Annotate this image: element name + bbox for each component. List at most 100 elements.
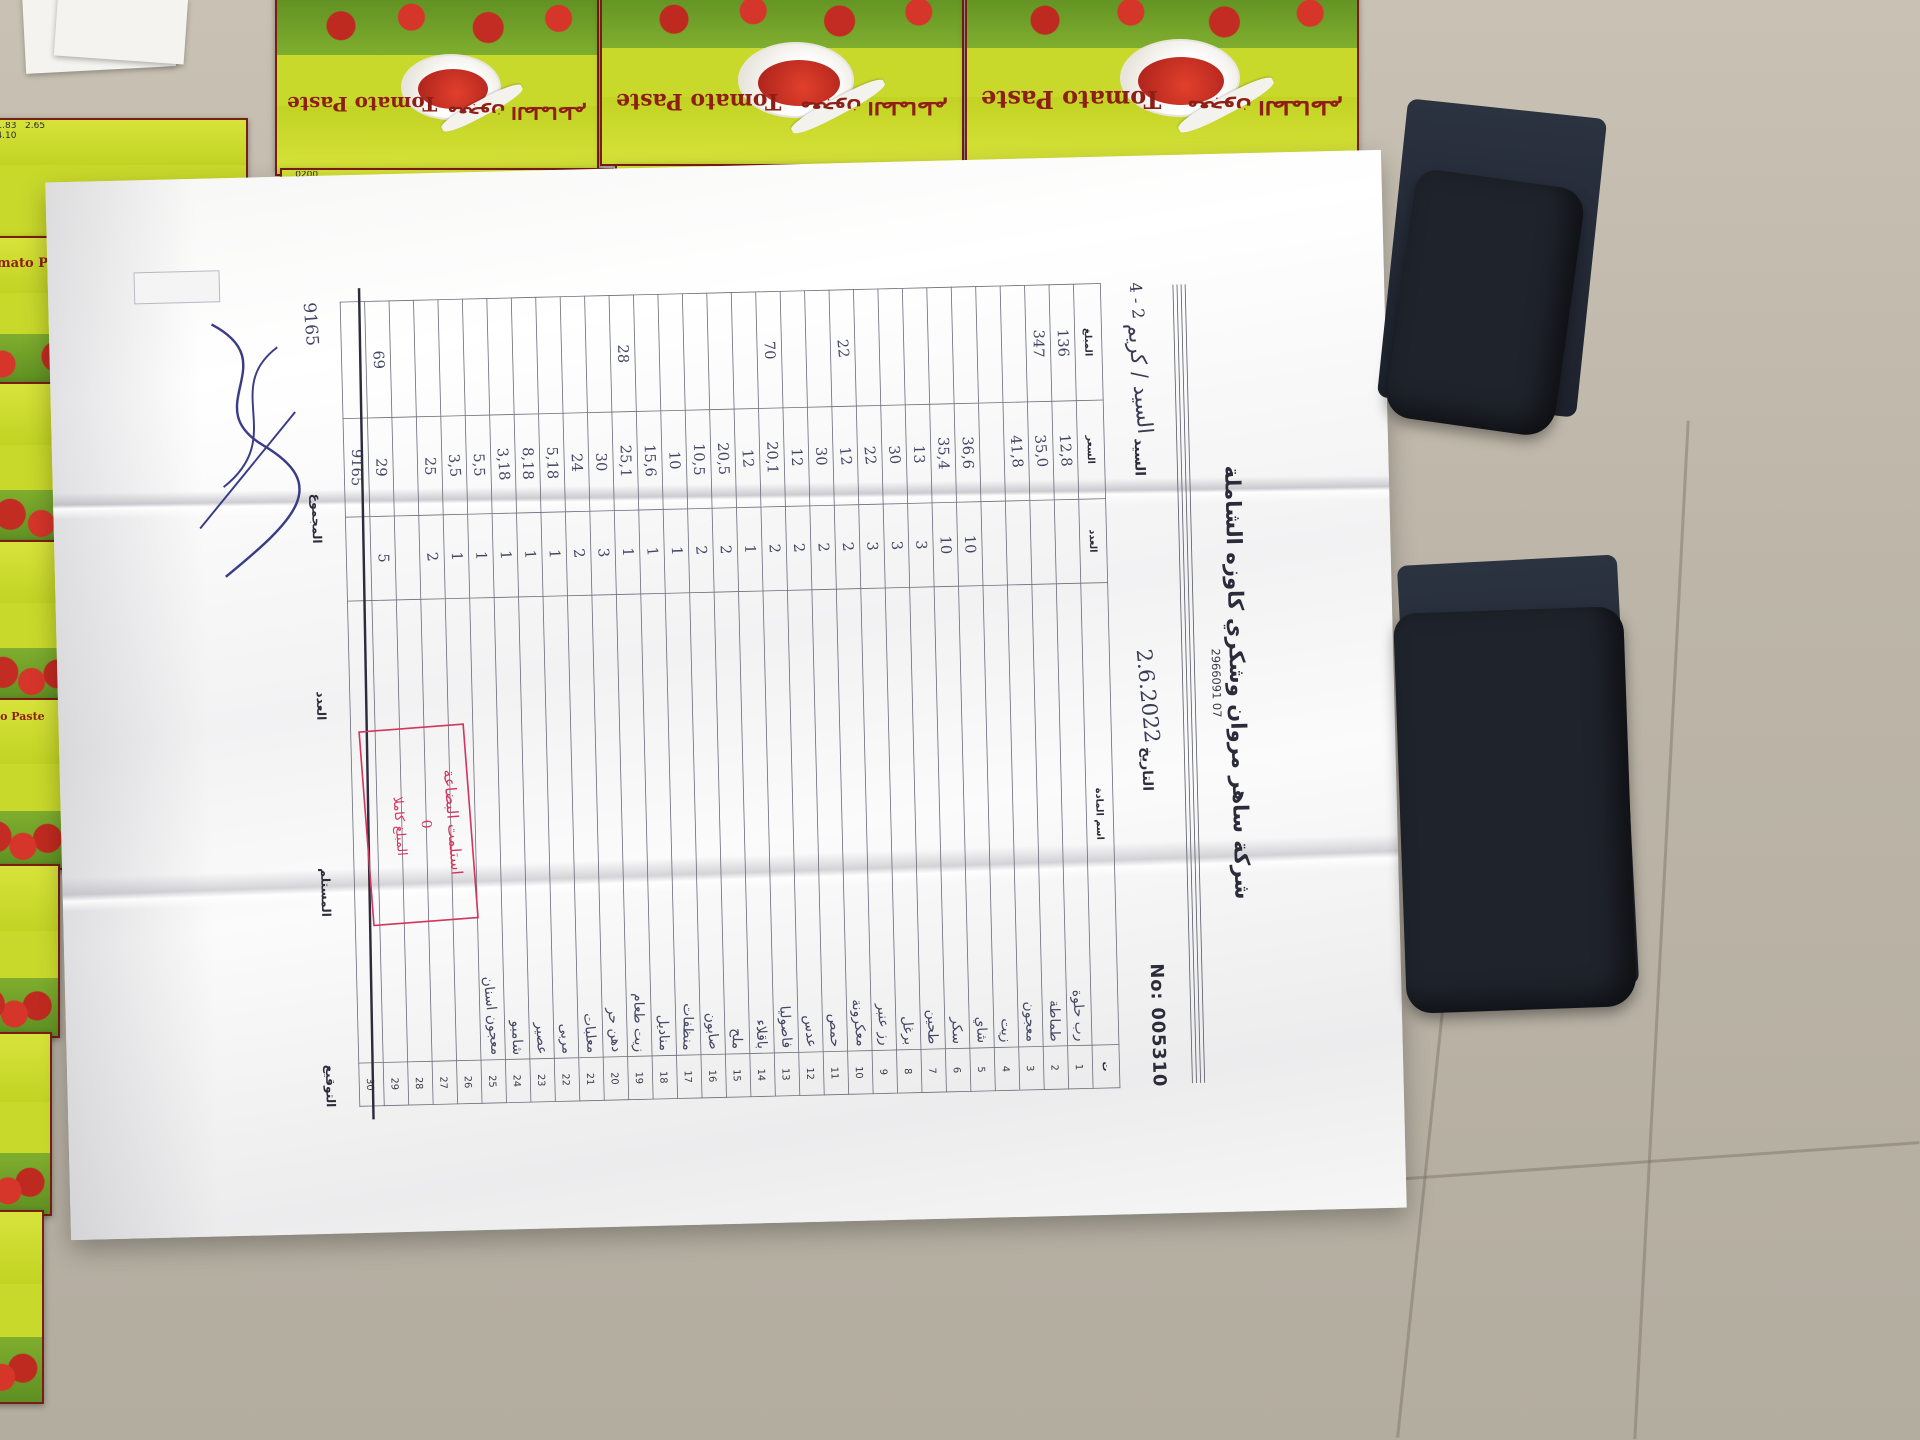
cell-total: [878, 288, 905, 405]
cell-quantity: 3: [859, 504, 885, 589]
tomato-paste-carton: [0, 1210, 44, 1404]
order-sheet-paper: شركة ساهر مروان وشكري كاوزه الشاملة 07 2…: [45, 150, 1406, 1240]
cell-row-number: 19: [628, 1056, 653, 1100]
cell-quantity: 2: [785, 506, 811, 591]
shoe-lower: [1393, 606, 1637, 1014]
header-rule-lines: [1169, 284, 1205, 1083]
cell-row-number: 27: [432, 1061, 457, 1105]
carton-brand-ar: معجون الطماطم: [1187, 96, 1343, 118]
cell-total: [927, 287, 954, 404]
cell-price: 36,6: [954, 403, 981, 502]
cell-quantity: [1054, 499, 1080, 584]
cell-total: [536, 297, 563, 414]
cell-row-number: 1: [1068, 1045, 1093, 1089]
cell-total: [951, 287, 978, 404]
cell-quantity: 2: [761, 506, 787, 591]
cell-total: [633, 294, 660, 411]
cell-quantity: 1: [614, 510, 640, 595]
col-header-qty: العدد: [1079, 499, 1108, 584]
document-meta-row: No: 005310 التاريخ 2.6.2022 السيد السيد …: [1125, 282, 1169, 1088]
cell-quantity: 1: [737, 507, 763, 592]
shoe-upper: [1383, 167, 1586, 438]
cell-quantity: 2: [688, 508, 714, 593]
cell-total: 70: [756, 291, 783, 408]
cell-row-number: 22: [554, 1058, 579, 1102]
cell-row-number: 9: [872, 1050, 897, 1094]
cell-total: [438, 299, 465, 416]
cell-total: 136: [1049, 284, 1076, 401]
invoice-number-block: No: 005310: [1146, 963, 1169, 1087]
cell-total: [1000, 285, 1027, 402]
cell-quantity: 2: [419, 515, 445, 600]
cell-total: [658, 294, 685, 411]
cell-price: 10,5: [685, 410, 712, 509]
cell-price: 30: [587, 412, 614, 511]
carton-brand-ar: معجون الطماطم: [448, 102, 587, 122]
date-block: التاريخ 2.6.2022: [1134, 648, 1162, 791]
stamp-line-2: 0: [410, 728, 441, 921]
cell-quantity: [1005, 500, 1031, 585]
cell-total: [780, 291, 807, 408]
carton-tomato-graphic: [0, 1337, 42, 1402]
cell-row-number: 12: [799, 1052, 824, 1096]
date-label: التاريخ: [1138, 747, 1155, 791]
paper-scrap: [54, 0, 188, 64]
cell-total: [682, 293, 709, 410]
customer-value: السيد / كريم: [1122, 322, 1157, 435]
cell-price: 5,18: [539, 413, 566, 512]
cell-total: [585, 296, 612, 413]
cell-row-number: 29: [383, 1062, 408, 1106]
carton-label-band: [0, 1212, 42, 1284]
carton-label-band: [0, 1034, 50, 1102]
cell-row-number: 26: [457, 1060, 482, 1104]
cell-quantity: 1: [639, 509, 665, 594]
cell-total: [560, 296, 587, 413]
invoice-number: No: 005310: [1146, 963, 1169, 1087]
cell-total: [413, 300, 440, 417]
cell-total: [389, 300, 416, 417]
signature-label: التوقيع: [320, 1064, 338, 1107]
cell-total: [487, 298, 514, 415]
received-goods-stamp: استلمت البضاعة 0 المبلغ كاملا: [358, 723, 479, 926]
cell-total: [853, 289, 880, 406]
cell-row-number: 16: [701, 1054, 726, 1098]
cell-total: [805, 290, 832, 407]
cell-total: [462, 299, 489, 416]
cell-price: 30: [807, 407, 834, 506]
photo-canvas: Tomato Paste معجون الطماطم Tomato Paste …: [0, 0, 1920, 1440]
cell-quantity: 5: [370, 516, 396, 601]
cell-quantity: 1: [663, 509, 689, 594]
signature-stroke: [187, 314, 316, 586]
customer-block: السيد السيد / كريم 2 - 4: [1125, 282, 1154, 476]
cell-price: 5,5: [465, 415, 492, 514]
cell-row-number: 11: [823, 1051, 848, 1095]
carton-brand-ar: معجون الطماطم: [800, 97, 948, 118]
cell-price: 9165: [343, 418, 370, 517]
cell-quantity: [981, 501, 1007, 586]
cell-price: 15,6: [636, 411, 663, 510]
cell-price: 41,8: [1003, 402, 1030, 501]
cell-quantity: 1: [468, 514, 494, 599]
cell-total: [707, 293, 734, 410]
cell-price: 25: [416, 416, 443, 515]
order-items-table: ت اسم المادة العدد السعر المبلغ 1 رب حلوة…: [340, 283, 1121, 1107]
cell-row-number: 20: [603, 1057, 628, 1101]
cell-row-number: 3: [1019, 1046, 1044, 1090]
cell-quantity: 1: [517, 512, 543, 597]
customer-label: السيد: [1131, 438, 1148, 476]
cell-quantity: 2: [565, 511, 591, 596]
cell-price: 12: [832, 406, 859, 505]
tomato-paste-carton: Tomato Paste معجون الطماطم: [600, 0, 964, 166]
cell-row-number: 5: [970, 1048, 995, 1092]
carton-tomato-graphic: [0, 978, 58, 1036]
top-note: 2 - 4: [1126, 281, 1149, 319]
cell-price: 12: [734, 408, 761, 507]
cell-price: 30: [881, 405, 908, 504]
handwritten-signature: [187, 314, 316, 586]
carton-brand-en: Tomato Paste: [287, 92, 437, 116]
cell-row-number: 17: [677, 1055, 702, 1099]
cell-quantity: 10: [956, 502, 982, 587]
cell-price: 35,0: [1027, 401, 1054, 500]
tomato-paste-carton: [0, 1032, 52, 1216]
col-header-price: السعر: [1076, 400, 1105, 499]
